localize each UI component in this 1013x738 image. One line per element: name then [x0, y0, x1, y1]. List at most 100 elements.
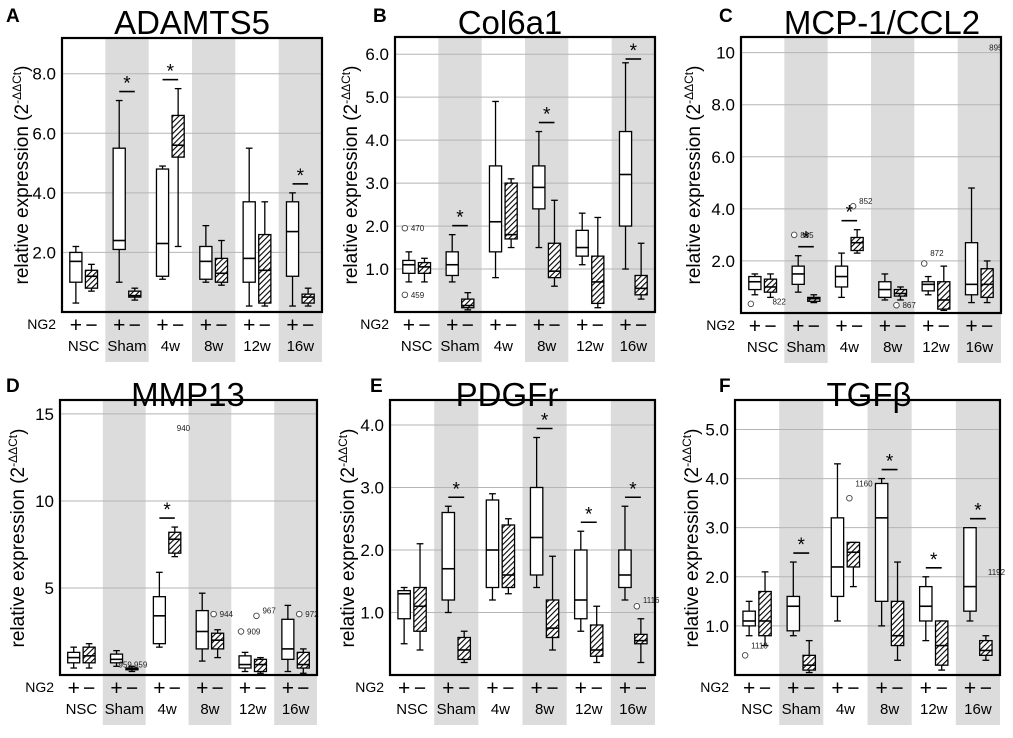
- ng2-plus: +: [282, 677, 294, 700]
- group-label: 16w: [964, 701, 992, 718]
- group-label: 12w: [575, 701, 603, 718]
- y-tick-label: 6.0: [32, 124, 56, 143]
- box-iqr: [758, 590, 772, 637]
- box-iqr: [742, 610, 756, 627]
- outlier-label: 872: [930, 249, 944, 258]
- ng2-plus: +: [156, 314, 168, 337]
- chart-title: MMP13: [131, 376, 245, 413]
- box-12w-plus: [242, 147, 256, 307]
- box-8w-minus: [890, 561, 905, 661]
- box-iqr: [441, 511, 456, 601]
- chart-title: ADAMTS5: [114, 4, 270, 41]
- group-label: Sham: [782, 701, 821, 718]
- group-label: NSC: [747, 339, 779, 356]
- outlier-label: 1160: [855, 479, 873, 488]
- shade-8w: [871, 37, 915, 363]
- outlier-label: 967: [262, 607, 276, 616]
- ng2-plus: +: [619, 314, 631, 337]
- outlier-point: [633, 603, 641, 610]
- significance-star: *: [630, 41, 638, 62]
- ng2-minus: −: [259, 314, 271, 337]
- shade-8w: [867, 400, 912, 725]
- box-16w-minus: [634, 618, 648, 664]
- box-8w-minus: [545, 555, 560, 651]
- ng2-minus: −: [129, 314, 141, 337]
- outlier-label: 895: [989, 43, 1003, 52]
- ng2-plus: +: [876, 677, 888, 700]
- box-12w-minus: [591, 216, 605, 309]
- box-12w-minus: [934, 620, 949, 671]
- group-label: 8w: [200, 701, 219, 718]
- group-label: 4w: [836, 701, 855, 718]
- ng2-plus: +: [576, 314, 588, 337]
- group-label: Sham: [786, 339, 825, 356]
- ng2-minus: −: [85, 314, 97, 337]
- ng2-minus: −: [302, 314, 314, 337]
- box-16w-plus: [964, 187, 979, 304]
- box-iqr: [82, 646, 96, 664]
- plot-frame: [388, 398, 657, 677]
- box-iqr: [591, 255, 605, 305]
- box-NSC-plus: [742, 600, 756, 637]
- box-8w-plus: [874, 477, 889, 627]
- box-iqr: [964, 242, 979, 296]
- y-tick-label: 5.0: [365, 88, 389, 107]
- box-12w-plus: [921, 275, 935, 296]
- panel-letter: C: [719, 6, 733, 27]
- box-iqr: [618, 549, 632, 589]
- y-tick-label: 2.0: [711, 252, 735, 271]
- ng2-plus: +: [964, 677, 976, 700]
- chart-title: Col6a1: [458, 4, 563, 41]
- outlier-point: [747, 300, 755, 308]
- outlier-point: [237, 628, 245, 635]
- box-iqr: [937, 281, 951, 310]
- ng2-minus: −: [592, 314, 604, 337]
- group-label: 8w: [883, 339, 902, 356]
- box-NSC-minus: [758, 571, 772, 647]
- group-label: 12w: [576, 338, 604, 355]
- group-label: 4w: [157, 701, 176, 718]
- ng2-minus: −: [83, 677, 95, 700]
- box-4w-minus: [846, 541, 861, 588]
- y-tick-label: 1.0: [360, 604, 384, 623]
- chart-title: TGFβ: [827, 376, 912, 413]
- box-iqr: [296, 651, 310, 669]
- box-4w-plus: [830, 463, 845, 622]
- box-Sham-minus: [457, 630, 472, 664]
- panel-letter: E: [370, 376, 383, 397]
- box-iqr: [634, 633, 648, 645]
- box-4w-minus: [504, 178, 518, 249]
- y-axis-label: relative expression (2-ΔΔCt): [682, 66, 705, 285]
- panel-letter: B: [373, 6, 387, 27]
- significance-star: *: [123, 74, 131, 95]
- box-iqr: [802, 654, 817, 671]
- box-4w-plus: [152, 571, 167, 648]
- ng2-plus: +: [286, 314, 298, 337]
- box-iqr: [461, 298, 475, 309]
- box-NSC-plus: [67, 646, 81, 669]
- ng2-plus: +: [442, 677, 454, 700]
- ng2-label: NG2: [25, 679, 54, 695]
- ng2-label: NG2: [706, 317, 735, 333]
- box-iqr: [545, 599, 560, 639]
- ng2-plus: +: [486, 677, 498, 700]
- box-iqr: [547, 242, 562, 279]
- group-label: 8w: [204, 338, 223, 355]
- box-iqr: [84, 269, 99, 289]
- box-8w-minus: [214, 239, 229, 286]
- y-tick-label: 6.0: [711, 148, 735, 167]
- y-tick-label: 4.0: [360, 416, 384, 435]
- y-tick-label: 5: [45, 579, 54, 598]
- box-12w-plus: [573, 530, 588, 632]
- group-label: NSC: [396, 701, 428, 718]
- group-label: NSC: [401, 338, 433, 355]
- ng2-minus: −: [297, 677, 309, 700]
- y-tick-label: 5.0: [705, 420, 729, 439]
- ng2-plus: +: [196, 677, 208, 700]
- ng2-plus: +: [879, 315, 891, 338]
- outlier-point: [920, 260, 928, 267]
- ng2-minus: −: [936, 677, 948, 700]
- plot-frame: [733, 398, 1002, 677]
